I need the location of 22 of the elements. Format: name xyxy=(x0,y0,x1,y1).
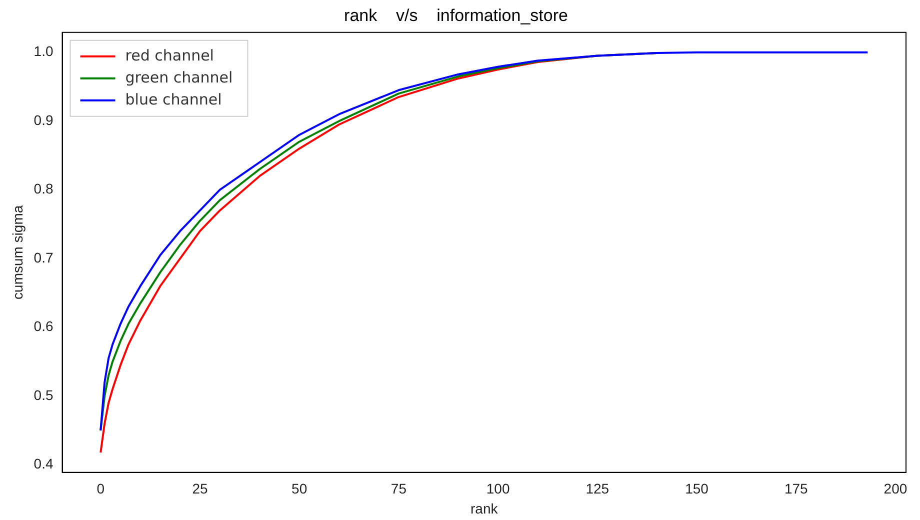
y-tick-label: 0.9 xyxy=(34,112,54,128)
x-tick-label: 125 xyxy=(586,480,610,497)
y-tick-label: 1.0 xyxy=(34,43,54,60)
x-tick-label: 50 xyxy=(292,480,308,497)
x-tick-label: 100 xyxy=(486,480,510,497)
x-tick-label: 175 xyxy=(784,480,808,497)
legend-label: green channel xyxy=(125,68,233,86)
x-tick-label: 75 xyxy=(390,480,407,497)
legend-label: red channel xyxy=(125,46,214,64)
y-tick-label: 0.8 xyxy=(34,180,54,197)
y-axis-title: cumsum sigma xyxy=(9,205,26,300)
x-tick-label: 25 xyxy=(192,480,208,497)
y-tick-label: 0.6 xyxy=(34,318,54,334)
x-tick-label: 150 xyxy=(685,480,709,497)
y-tick-label: 0.5 xyxy=(34,386,54,403)
y-tick-label: 0.4 xyxy=(34,456,54,472)
y-tick-label: 0.7 xyxy=(34,249,54,266)
x-axis-title: rank xyxy=(470,500,499,516)
x-tick-label: 0 xyxy=(96,480,105,497)
chart-title: rank v/s information_store xyxy=(344,6,568,25)
x-tick-label: 200 xyxy=(884,480,908,497)
legend-label: blue channel xyxy=(125,90,222,108)
